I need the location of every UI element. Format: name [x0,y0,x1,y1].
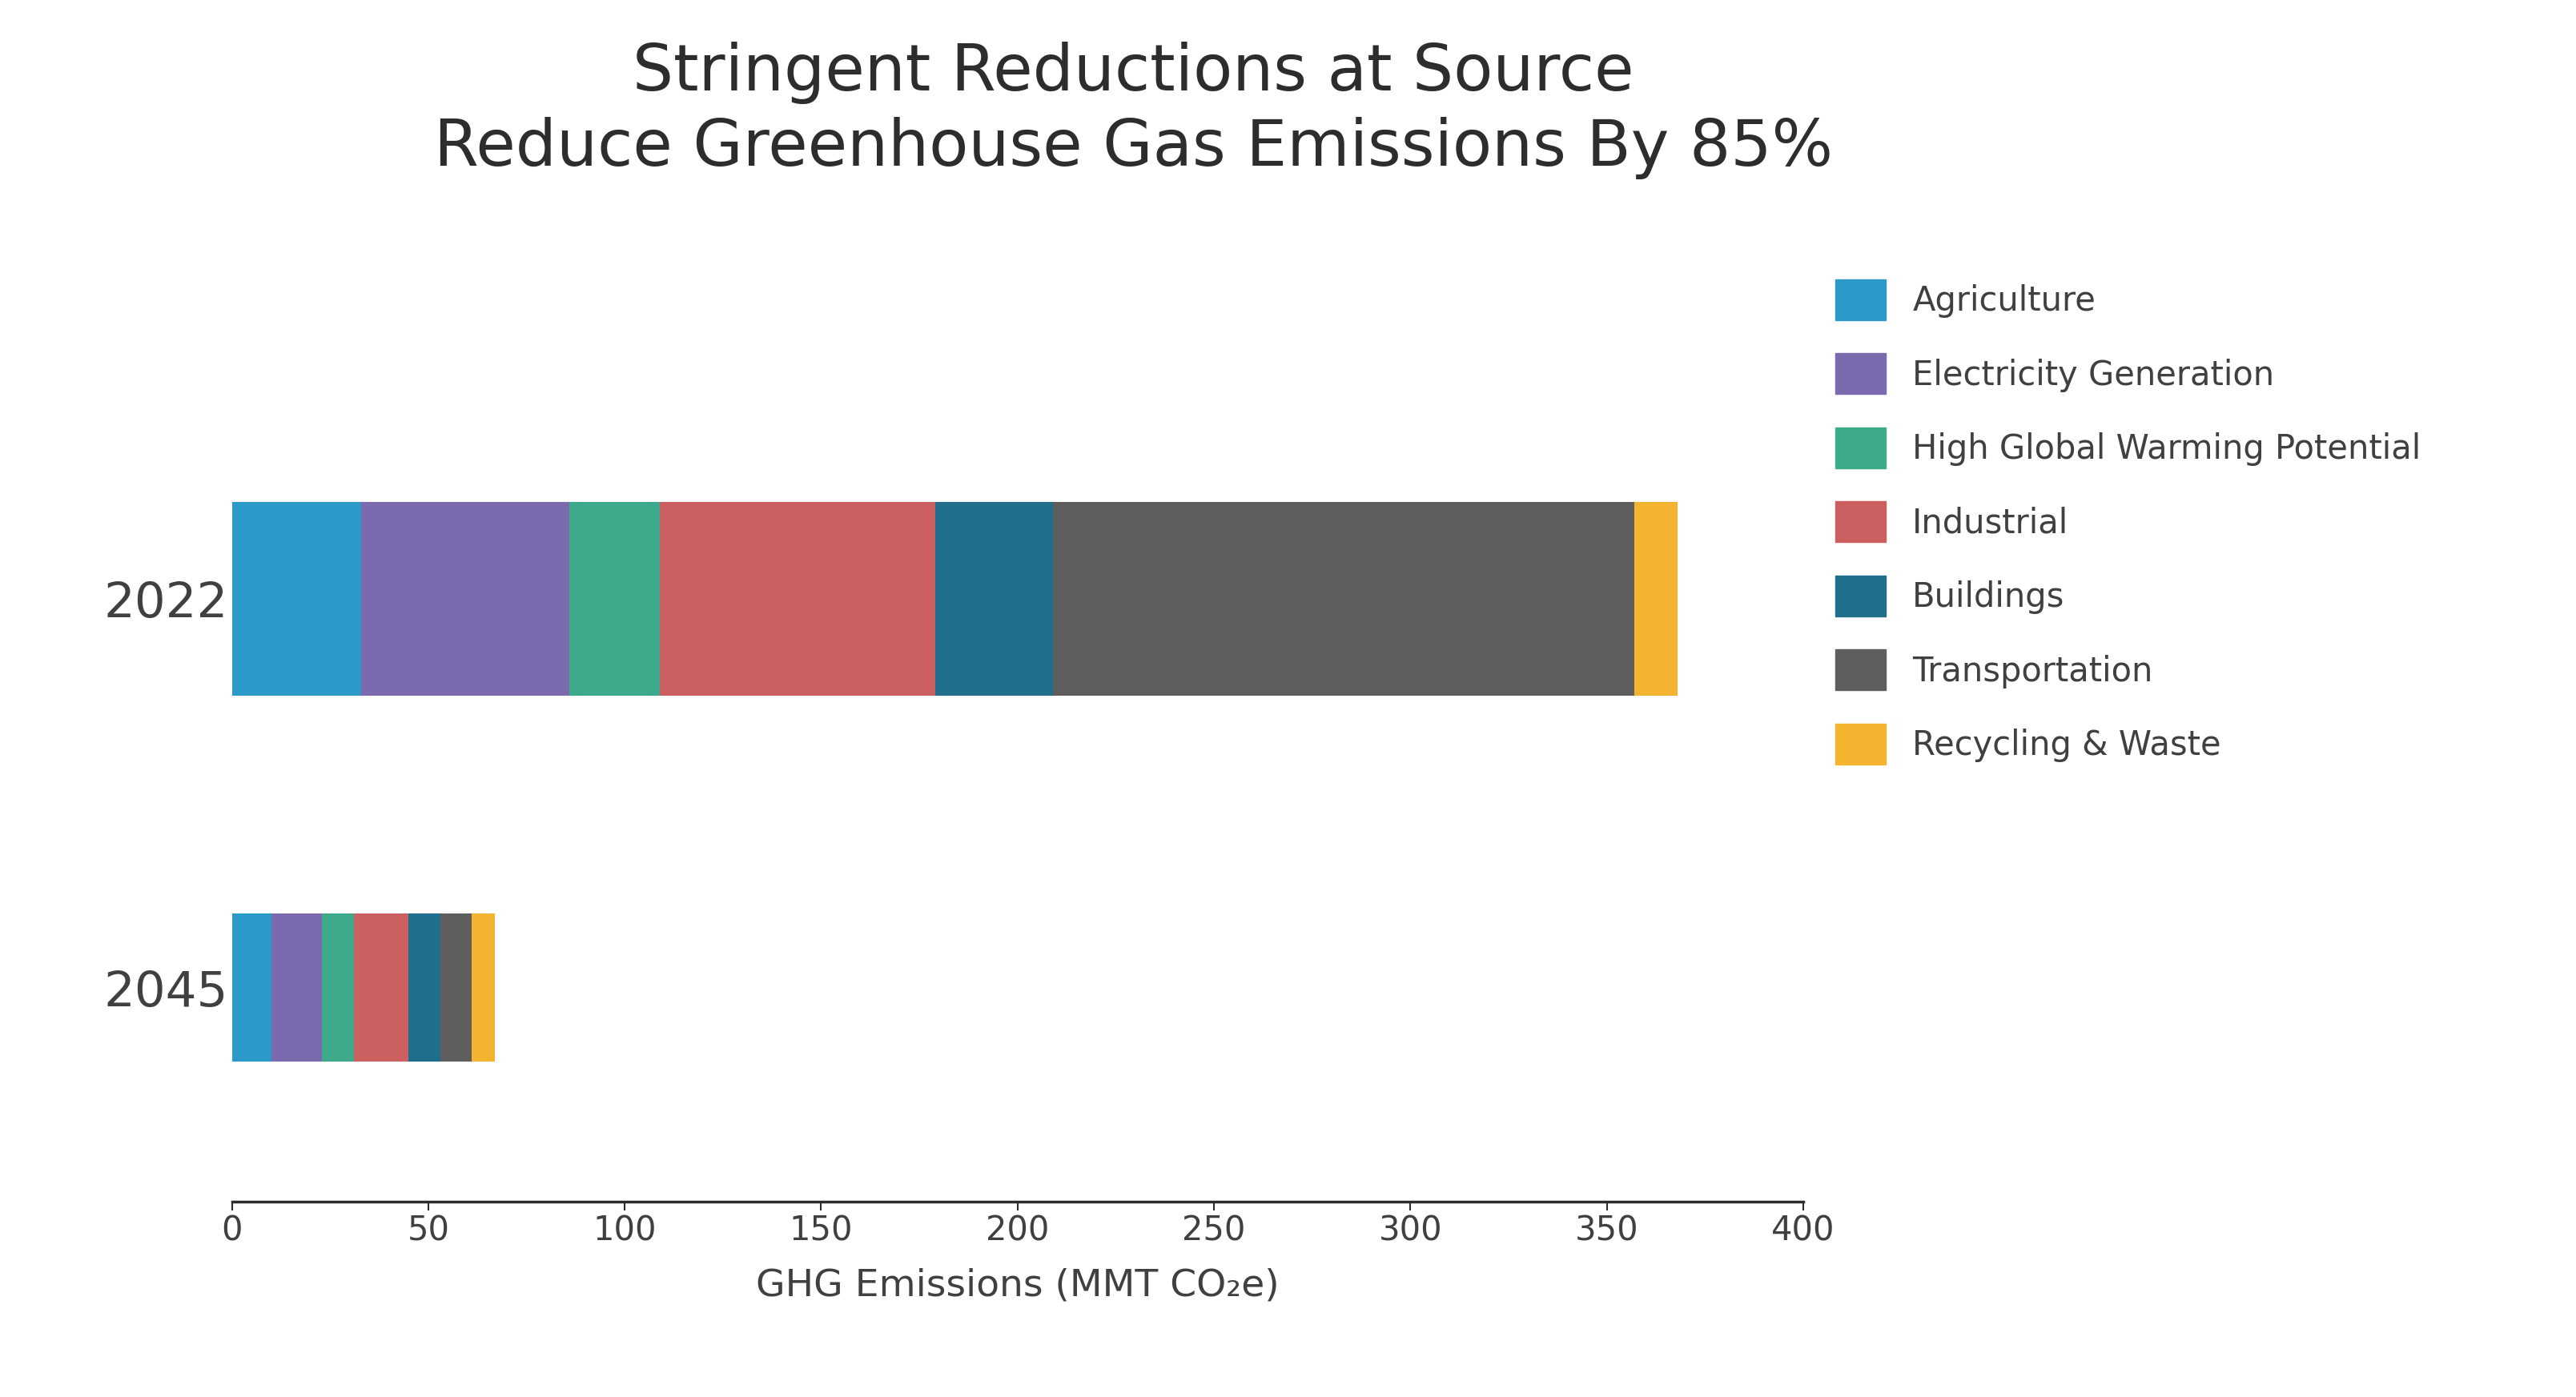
Bar [935,502,1054,696]
Bar [659,502,935,696]
Bar [353,914,410,1062]
X-axis label: GHG Emissions (MMT CO₂e): GHG Emissions (MMT CO₂e) [755,1268,1280,1303]
Bar [361,502,569,696]
Bar [232,914,270,1062]
Text: Stringent Reductions at Source
Reduce Greenhouse Gas Emissions By 85%: Stringent Reductions at Source Reduce Gr… [433,42,1834,179]
Bar [322,914,353,1062]
Bar [471,914,495,1062]
Legend: Agriculture, Electricity Generation, High Global Warming Potential, Industrial, : Agriculture, Electricity Generation, Hig… [1837,279,2421,764]
Bar [270,914,322,1062]
Bar [232,502,361,696]
Bar [1054,502,1633,696]
Bar [440,914,471,1062]
Bar [1633,502,1677,696]
Bar [410,914,440,1062]
Bar [569,502,659,696]
